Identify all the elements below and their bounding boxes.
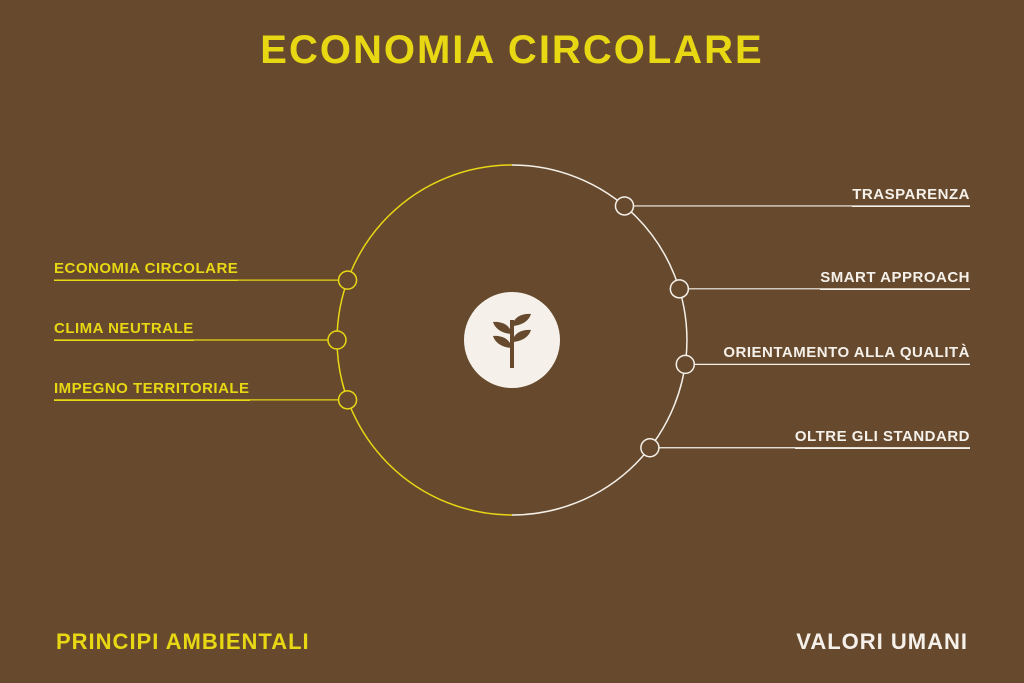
- left-item-label: IMPEGNO TERRITORIALE: [54, 380, 250, 401]
- right-item-label: SMART APPROACH: [820, 269, 970, 290]
- right-item-label: ORIENTAMENTO ALLA QUALITÀ: [723, 344, 970, 365]
- plant-icon: [487, 312, 537, 368]
- left-item-label: CLIMA NEUTRALE: [54, 320, 194, 341]
- footer-right-label: VALORI UMANI: [796, 629, 968, 655]
- left-item-label: ECONOMIA CIRCOLARE: [54, 260, 238, 281]
- infographic-canvas: ECONOMIA CIRCOLARE PRINCIPI AMBIENTALI V…: [0, 0, 1024, 683]
- footer-left-label: PRINCIPI AMBIENTALI: [56, 629, 310, 655]
- center-badge: [464, 292, 560, 388]
- right-item-label: OLTRE GLI STANDARD: [795, 428, 970, 449]
- right-item-label: TRASPARENZA: [852, 186, 970, 207]
